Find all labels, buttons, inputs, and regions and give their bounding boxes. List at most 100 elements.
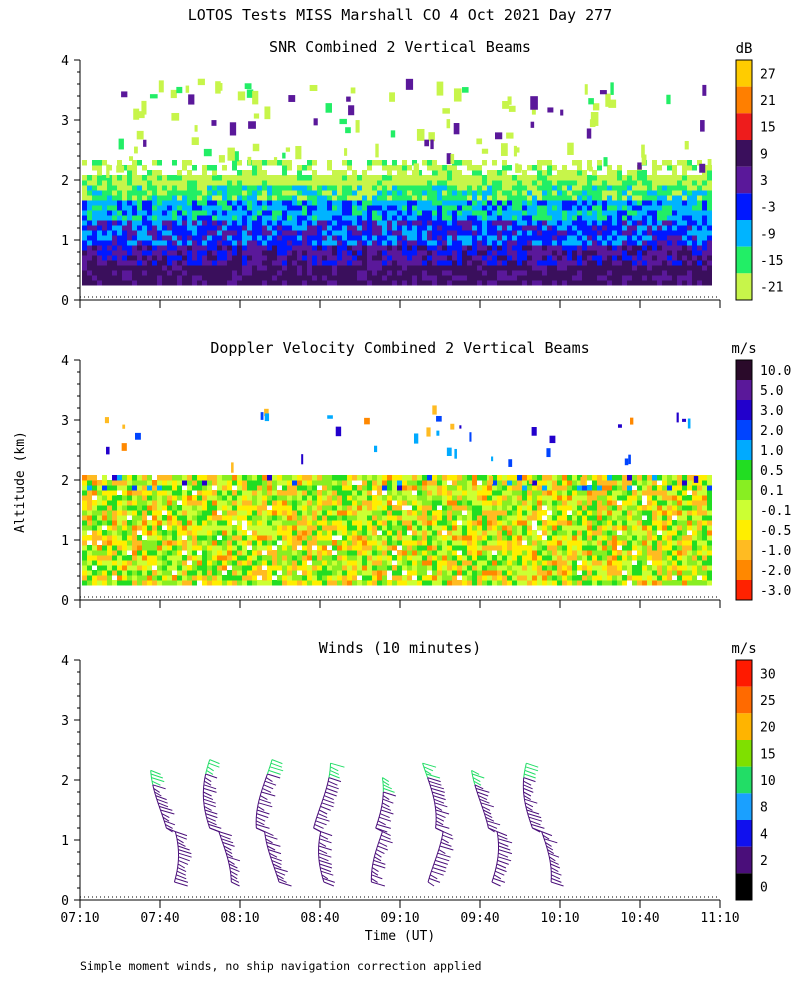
snr-cell <box>557 230 562 236</box>
doppler-cell <box>387 515 392 521</box>
snr-cell <box>82 265 87 271</box>
snr-cell <box>382 265 387 271</box>
snr-cell <box>542 250 547 256</box>
doppler-cell <box>437 540 442 546</box>
doppler-cell <box>112 480 117 486</box>
snr-cell <box>697 205 702 211</box>
doppler-cell <box>377 510 382 516</box>
snr-cell <box>637 190 642 196</box>
snr-cell <box>167 210 172 216</box>
snr-plume <box>234 151 239 162</box>
doppler-cell <box>362 540 367 546</box>
doppler-cell <box>322 575 327 581</box>
snr-cell <box>677 255 682 261</box>
doppler-cell <box>357 550 362 556</box>
snr-cell <box>197 215 202 221</box>
doppler-cell <box>312 560 317 566</box>
snr-cell <box>507 260 512 266</box>
doppler-cell <box>322 540 327 546</box>
snr-cell <box>152 265 157 271</box>
snr-cell <box>447 250 452 256</box>
snr-cell <box>547 220 552 226</box>
snr-plume <box>288 95 296 102</box>
snr-cell <box>212 200 217 206</box>
snr-cell <box>637 175 642 181</box>
doppler-cell <box>207 555 212 561</box>
doppler-cell <box>127 500 132 506</box>
snr-cell <box>477 175 482 181</box>
snr-cell <box>117 270 122 276</box>
doppler-cell <box>242 505 247 511</box>
colorbar-swatch <box>736 166 752 194</box>
snr-cell <box>437 195 442 201</box>
snr-cell <box>642 255 647 261</box>
snr-cell <box>342 220 347 226</box>
doppler-cell <box>257 545 262 551</box>
snr-plume <box>171 112 180 121</box>
snr-cell <box>532 240 537 246</box>
snr-cell <box>532 220 537 226</box>
snr-cell <box>412 250 417 256</box>
snr-cell <box>647 280 652 286</box>
doppler-cell <box>307 475 312 481</box>
snr-cell <box>202 240 207 246</box>
snr-cell <box>512 270 517 276</box>
snr-cell <box>692 250 697 256</box>
snr-plume <box>121 91 128 98</box>
doppler-cell <box>247 535 252 541</box>
doppler-cell <box>367 560 372 566</box>
snr-cell <box>657 190 662 196</box>
doppler-cell <box>372 485 377 491</box>
snr-cell <box>527 225 532 231</box>
doppler-cell <box>302 560 307 566</box>
snr-cell <box>252 200 257 206</box>
snr-cell <box>82 255 87 261</box>
snr-cell <box>392 185 397 191</box>
snr-cell <box>257 160 262 166</box>
snr-cell <box>177 245 182 251</box>
doppler-cell <box>412 500 417 506</box>
snr-cell <box>197 275 202 281</box>
snr-cell <box>557 205 562 211</box>
snr-cell <box>522 215 527 221</box>
snr-cell <box>147 275 152 281</box>
doppler-cell <box>277 550 282 556</box>
doppler-cell <box>297 480 302 486</box>
snr-cell <box>702 175 707 181</box>
doppler-cell <box>397 475 402 481</box>
doppler-cell <box>167 490 172 496</box>
snr-cell <box>332 235 337 241</box>
snr-cell <box>472 270 477 276</box>
snr-cell <box>502 205 507 211</box>
snr-cell <box>647 195 652 201</box>
snr-cell <box>262 255 267 261</box>
snr-cell <box>662 180 667 186</box>
snr-cell <box>652 280 657 286</box>
snr-cell <box>322 200 327 206</box>
snr-cell <box>697 265 702 271</box>
snr-cell <box>382 250 387 256</box>
snr-cell <box>82 245 87 251</box>
doppler-cell <box>272 480 277 486</box>
snr-cell <box>247 175 252 181</box>
snr-cell <box>442 215 447 221</box>
snr-cell <box>412 160 417 166</box>
doppler-cell <box>217 525 222 531</box>
snr-cell <box>162 265 167 271</box>
snr-cell <box>342 180 347 186</box>
snr-cell <box>702 195 707 201</box>
snr-cell <box>317 215 322 221</box>
snr-cell <box>102 250 107 256</box>
doppler-cell <box>202 490 207 496</box>
snr-cell <box>512 215 517 221</box>
snr-cell <box>277 190 282 196</box>
doppler-cell <box>352 555 357 561</box>
doppler-cell <box>187 530 192 536</box>
doppler-cell <box>447 525 452 531</box>
doppler-cell <box>307 550 312 556</box>
snr-cell <box>367 190 372 196</box>
snr-plume <box>252 90 259 105</box>
snr-cell <box>442 245 447 251</box>
doppler-cell <box>152 525 157 531</box>
snr-cell <box>547 165 552 171</box>
